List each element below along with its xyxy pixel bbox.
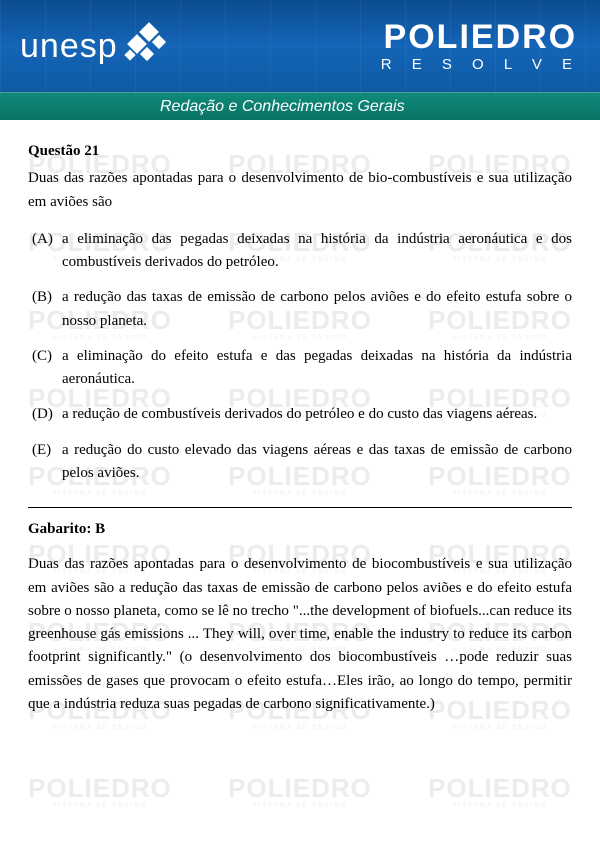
option-text: a eliminação das pegadas deixadas na his… bbox=[62, 228, 572, 275]
unesp-logo-text: unesp bbox=[20, 27, 118, 66]
question-number: Questão 21 bbox=[28, 140, 572, 163]
poliedro-logo-sub: R E S O L V E bbox=[381, 56, 580, 73]
answer-key: Gabarito: B bbox=[28, 518, 572, 541]
option-letter: (D) bbox=[32, 403, 62, 426]
poliedro-logo: POLIEDRO R E S O L V E bbox=[381, 20, 580, 73]
option-item: (D)a redução de combustíveis derivados d… bbox=[32, 403, 572, 426]
cube-cluster-icon bbox=[124, 21, 174, 71]
option-letter: (A) bbox=[32, 228, 62, 275]
option-letter: (C) bbox=[32, 345, 62, 392]
question-stem: Duas das razões apontadas para o desenvo… bbox=[28, 167, 572, 214]
option-item: (B)a redução das taxas de emissão de car… bbox=[32, 286, 572, 333]
option-text: a redução das taxas de emissão de carbon… bbox=[62, 286, 572, 333]
subject-text: Redação e Conhecimentos Gerais bbox=[160, 98, 405, 116]
content-area: POLIEDROSISTEMA DE ENSINOPOLIEDROSISTEMA… bbox=[0, 120, 600, 842]
section-divider bbox=[28, 507, 572, 508]
unesp-logo: unesp bbox=[20, 21, 174, 71]
options-list: (A)a eliminação das pegadas deixadas na … bbox=[28, 228, 572, 485]
option-item: (C)a eliminação do efeito estufa e das p… bbox=[32, 345, 572, 392]
option-item: (E)a redução do custo elevado das viagen… bbox=[32, 439, 572, 486]
answer-explanation: Duas das razões apontadas para o desenvo… bbox=[28, 553, 572, 716]
option-letter: (B) bbox=[32, 286, 62, 333]
page-header: unesp POLIEDRO R E S O L V E bbox=[0, 0, 600, 92]
option-text: a redução de combustíveis derivados do p… bbox=[62, 403, 572, 426]
option-text: a eliminação do efeito estufa e das pega… bbox=[62, 345, 572, 392]
question-content: Questão 21 Duas das razões apontadas par… bbox=[0, 120, 600, 736]
option-item: (A)a eliminação das pegadas deixadas na … bbox=[32, 228, 572, 275]
poliedro-logo-main: POLIEDRO bbox=[381, 20, 580, 54]
option-letter: (E) bbox=[32, 439, 62, 486]
option-text: a redução do custo elevado das viagens a… bbox=[62, 439, 572, 486]
subject-subheader: Redação e Conhecimentos Gerais bbox=[0, 92, 600, 120]
